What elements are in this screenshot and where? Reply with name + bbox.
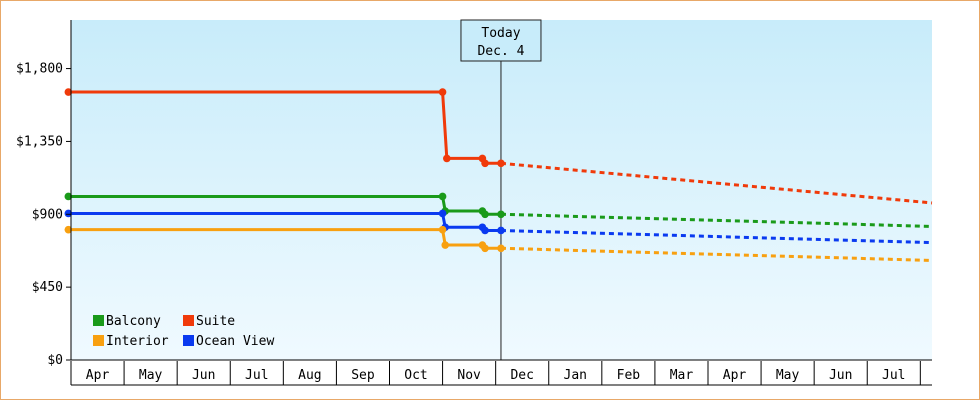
y-tick-label: $900 [32,207,63,222]
data-point [438,225,447,234]
plot-background [71,20,932,360]
data-point [438,192,447,201]
x-tick-label: Nov [457,368,481,383]
data-point [481,210,489,219]
x-tick-label: Sep [351,368,375,383]
legend-swatch-suite [183,315,194,326]
y-tick-label: $1,800 [16,62,63,77]
today-label: Today [481,26,520,41]
legend-swatch-balcony [93,315,104,326]
x-tick-label: Aug [298,368,321,383]
legend-label: Balcony [106,314,161,329]
data-point [441,241,450,249]
data-point [481,226,489,235]
data-point [481,244,489,253]
x-tick-label: Feb [617,368,641,383]
x-tick-label: Jul [882,368,905,383]
x-tick-label: Jan [564,368,587,383]
today-callout [460,19,542,62]
x-tick-label: Jul [245,368,268,383]
data-point [64,88,73,96]
x-tick-label: Mar [670,368,694,383]
x-tick-label: Jun [829,368,852,383]
legend-label: Ocean View [196,334,274,349]
data-point [481,159,489,168]
y-tick-label: $0 [47,353,63,368]
forecast-line-suite [500,161,933,205]
x-tick-label: May [139,368,163,383]
x-tick-label: Dec [510,368,533,383]
data-point [497,159,505,168]
x-tick-label: May [776,368,800,383]
data-point [438,88,447,96]
data-point [438,209,447,218]
data-point [497,244,505,253]
data-point [64,225,73,234]
data-point [497,210,505,219]
y-tick-label: $450 [32,280,63,295]
legend-label: Interior [106,334,169,349]
x-tick-label: Jun [192,368,215,383]
data-point [64,209,73,218]
data-point [497,226,505,235]
legend-label: Suite [196,314,235,329]
x-tick-label: Oct [404,368,427,383]
y-tick-label: $1,350 [16,134,63,149]
data-point [443,154,451,163]
legend-swatch-interior [93,335,104,346]
data-point [64,192,73,201]
legend-swatch-ocean-view [183,335,194,346]
today-date: Dec. 4 [477,44,524,59]
x-tick-label: Apr [86,368,110,383]
x-tick-label: Apr [723,368,747,383]
